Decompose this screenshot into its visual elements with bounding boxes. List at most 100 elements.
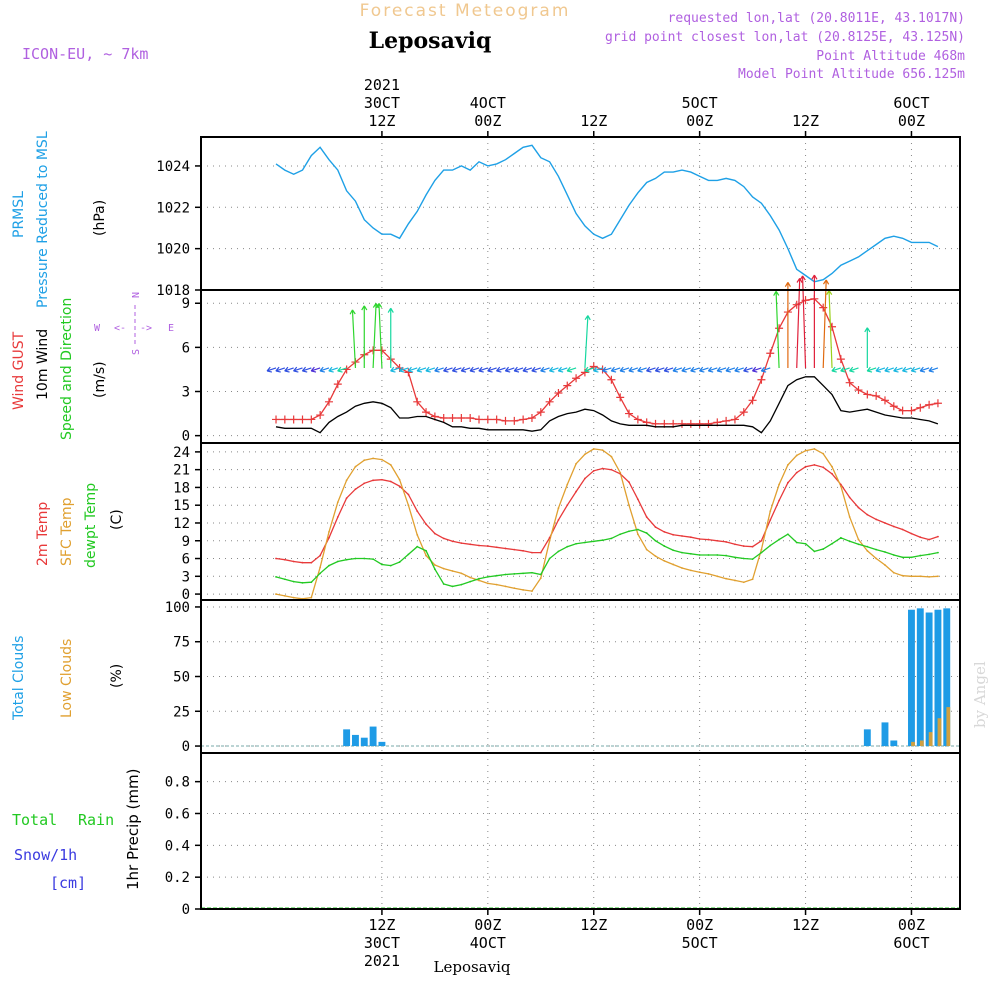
wind-direction-arrow xyxy=(734,366,744,373)
temp-dew-point xyxy=(275,575,277,578)
wind-gust-point xyxy=(280,415,289,424)
temp-2m-point xyxy=(425,523,427,526)
temp-dew-point xyxy=(522,572,525,575)
temp-sfc-point xyxy=(760,548,763,551)
wind-direction-arrow xyxy=(487,366,497,373)
temp-2m-point xyxy=(336,516,339,518)
wind-direction-arrow xyxy=(849,366,859,373)
temp-sfc-point xyxy=(469,576,472,579)
wind-direction-arrow xyxy=(293,366,303,373)
temp-dew-point xyxy=(672,549,675,552)
clouds-total-label: Total Clouds xyxy=(11,636,27,721)
wind-gust-point xyxy=(572,374,581,383)
total-cloud-bar xyxy=(360,737,368,747)
wind-gust-point xyxy=(748,396,757,405)
temp-sfc-point xyxy=(681,567,683,569)
wind-direction-arrow xyxy=(434,366,444,373)
temp-sfc-point xyxy=(310,596,313,599)
temp-2m-point xyxy=(645,516,648,518)
temp-2m-point xyxy=(442,537,445,540)
temp-2m-point xyxy=(354,488,357,491)
total-cloud-bar xyxy=(925,612,933,747)
pressure-line xyxy=(275,144,939,283)
temp-dew-point xyxy=(566,545,569,548)
wind-gust-point xyxy=(898,406,907,415)
wind-gust-point xyxy=(677,419,686,428)
temp-2m-point xyxy=(531,551,533,554)
wind-direction-arrow xyxy=(451,366,462,373)
y-tick-label: 0.8 xyxy=(165,775,190,791)
wind-gust-point xyxy=(492,415,501,424)
temp-dew-point xyxy=(663,545,666,547)
compass-e: E xyxy=(168,323,174,334)
total-cloud-bar xyxy=(352,734,359,747)
time-label-bottom: 2021 xyxy=(364,952,400,970)
temp-sfc-point xyxy=(910,575,913,578)
wind-direction-arrow xyxy=(376,303,383,368)
temp-2m-point xyxy=(548,536,551,539)
wind-gust-point xyxy=(422,408,431,417)
temp-dew-point xyxy=(416,545,419,548)
wind-gust-point xyxy=(545,397,554,406)
temp-dew-point xyxy=(689,552,692,555)
temp-2m-point xyxy=(822,466,825,469)
temp-2m-point xyxy=(522,549,525,552)
temp-2m-point xyxy=(610,468,613,471)
wind-gust-point xyxy=(475,415,484,424)
temp-dew-point xyxy=(734,556,736,559)
temp-dew-point xyxy=(751,558,754,561)
time-label-top: 4OCT xyxy=(470,94,506,112)
wind-gust-point xyxy=(554,388,563,397)
temp-2m-point xyxy=(328,536,330,539)
temp-dew-point xyxy=(716,554,719,556)
wind-dir-label: Speed and Direction xyxy=(59,298,75,440)
temp-sfc-point xyxy=(381,458,383,461)
wind-gust-point xyxy=(298,415,307,424)
temp-sfc-point xyxy=(831,465,833,468)
temp-dew-point xyxy=(742,557,745,560)
wind-direction-arrow xyxy=(796,277,803,368)
temp-dew-label: dewpt Temp xyxy=(83,483,99,568)
temp-sfc-point xyxy=(707,573,710,575)
temp-2m-point xyxy=(751,545,754,548)
wind-direction-arrow xyxy=(275,366,286,373)
temp-sfc-point xyxy=(601,449,604,452)
temp-2m-point xyxy=(636,498,639,501)
wind-direction-arrow xyxy=(601,366,612,373)
location-title: Leposaviq xyxy=(369,28,492,54)
wind-gust-point xyxy=(527,413,536,422)
temp-sfc-point xyxy=(398,478,401,481)
time-label-bottom: 30CT xyxy=(364,934,400,952)
compass-rose: W <- -> E N S xyxy=(94,292,174,355)
wind-direction-arrow xyxy=(425,366,436,373)
chart-title: Forecast Meteogram xyxy=(360,1,571,21)
temp-sfc-point xyxy=(875,557,878,560)
temp-sfc-point xyxy=(769,510,772,513)
temp-sfc-point xyxy=(566,483,569,486)
temp-sfc-point xyxy=(389,464,392,466)
temp-sfc-point xyxy=(725,577,728,580)
temp-2m-point xyxy=(928,538,931,541)
temp-2m-point xyxy=(575,490,577,493)
temp-2m-point xyxy=(716,539,719,542)
wind-direction-arrow xyxy=(284,366,294,373)
total-cloud-bar xyxy=(378,741,386,747)
compass-n: N xyxy=(131,292,142,298)
temp-sfc-line xyxy=(275,448,938,600)
temp-dew-point xyxy=(372,558,374,561)
temp-sfc-point xyxy=(513,587,516,590)
low-cloud-bar xyxy=(911,741,915,747)
wind-gust-point xyxy=(916,403,925,412)
temp-2m-point xyxy=(584,477,586,480)
grid-layer xyxy=(201,137,960,909)
total-cloud-bar xyxy=(943,608,951,747)
temp-sfc-point xyxy=(575,462,577,465)
y-tick-label: 0 xyxy=(182,429,190,445)
temp-dew-point xyxy=(301,581,304,584)
wind-direction-arrow xyxy=(460,366,471,373)
temp-dew-point xyxy=(884,551,886,553)
temp-sfc-point xyxy=(363,459,366,462)
temp-sfc-point xyxy=(592,448,595,450)
wind-gust-point xyxy=(439,413,448,422)
wind-direction-arrow xyxy=(584,366,594,373)
